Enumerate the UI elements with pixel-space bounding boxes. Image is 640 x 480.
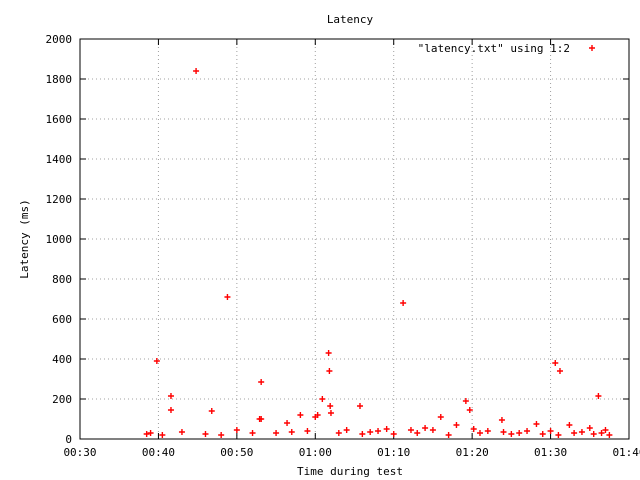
data-point	[453, 422, 460, 428]
data-point	[224, 294, 231, 300]
y-tick-label: 0	[65, 433, 72, 446]
x-tick-label: 01:00	[299, 446, 332, 459]
data-point	[327, 403, 334, 409]
data-point	[571, 430, 578, 436]
data-point	[147, 430, 154, 436]
data-point	[476, 430, 483, 436]
data-point	[193, 68, 200, 74]
data-point	[312, 414, 319, 420]
data-point	[462, 398, 469, 404]
y-tick-label: 200	[52, 393, 72, 406]
data-point	[407, 427, 414, 433]
x-tick-label: 00:40	[142, 446, 175, 459]
data-point	[202, 431, 209, 437]
data-point	[297, 412, 304, 418]
data-point	[508, 431, 515, 437]
x-axis-label: Time during test	[297, 465, 403, 478]
y-tick-label: 1000	[46, 233, 73, 246]
data-point	[327, 410, 334, 416]
data-point	[547, 428, 554, 434]
data-point	[566, 422, 573, 428]
data-point	[359, 431, 366, 437]
data-point	[422, 425, 429, 431]
data-point	[466, 407, 473, 413]
data-point	[153, 358, 160, 364]
data-point	[595, 393, 602, 399]
x-tick-label: 01:20	[456, 446, 489, 459]
x-tick-label: 00:30	[63, 446, 96, 459]
data-point	[400, 300, 407, 306]
data-point	[143, 431, 150, 437]
legend-plus-marker	[589, 45, 595, 51]
x-tick-label: 01:10	[377, 446, 410, 459]
plot-frame	[79, 38, 630, 440]
legend-label: "latency.txt" using 1:2	[418, 42, 570, 55]
y-tick-label: 1400	[46, 153, 73, 166]
data-point	[445, 432, 452, 438]
chart-title: Latency	[327, 13, 374, 26]
data-point	[606, 432, 613, 438]
data-point	[335, 430, 342, 436]
data-point	[484, 428, 491, 434]
data-point	[390, 431, 397, 437]
data-point	[159, 432, 166, 438]
data-point	[524, 428, 531, 434]
y-tick-label: 1800	[46, 73, 73, 86]
axis-ticks: 0 200 400 600 800 1000 1200 1400 1600 1800 2000 00:…	[46, 33, 640, 459]
data-point	[470, 426, 477, 432]
data-point	[578, 429, 585, 435]
data-point	[556, 368, 563, 374]
x-tick-label: 00:50	[220, 446, 253, 459]
data-point	[326, 368, 333, 374]
data-point	[233, 427, 240, 433]
data-point	[602, 427, 609, 433]
data-point	[414, 430, 421, 436]
data-point	[256, 416, 263, 422]
data-point	[284, 420, 291, 426]
y-tick-label: 800	[52, 273, 72, 286]
data-point	[590, 431, 597, 437]
data-point	[437, 414, 444, 420]
data-point	[367, 429, 374, 435]
y-tick-label: 1600	[46, 113, 73, 126]
data-point	[258, 379, 265, 385]
data-point	[249, 430, 256, 436]
y-tick-label: 1200	[46, 193, 73, 206]
data-point	[598, 430, 605, 436]
x-tick-label: 01:40	[612, 446, 640, 459]
data-point	[555, 432, 562, 438]
data-point	[343, 427, 350, 433]
data-point	[288, 429, 295, 435]
data-point	[375, 428, 382, 434]
y-axis-label: Latency (ms)	[18, 199, 31, 278]
data-point	[500, 429, 507, 435]
data-point	[383, 426, 390, 432]
legend: "latency.txt" using 1:2	[418, 42, 595, 55]
data-point	[429, 427, 436, 433]
x-tick-label: 01:30	[534, 446, 567, 459]
data-point	[304, 428, 311, 434]
data-point	[586, 425, 593, 431]
grid	[80, 39, 629, 439]
data-point	[178, 429, 185, 435]
data-point	[325, 350, 332, 356]
y-tick-label: 2000	[46, 33, 73, 46]
data-point	[167, 407, 174, 413]
data-point	[319, 396, 326, 402]
data-point	[218, 432, 225, 438]
legend-marker	[589, 45, 595, 51]
data-point	[539, 431, 546, 437]
data-point	[356, 403, 363, 409]
data-point	[498, 417, 505, 423]
data-point	[208, 408, 215, 414]
data-points	[143, 68, 613, 438]
data-point	[516, 430, 523, 436]
data-point	[552, 360, 559, 366]
data-point	[273, 430, 280, 436]
y-tick-label: 600	[52, 313, 72, 326]
data-point	[167, 393, 174, 399]
y-tick-label: 400	[52, 353, 72, 366]
data-point	[533, 421, 540, 427]
